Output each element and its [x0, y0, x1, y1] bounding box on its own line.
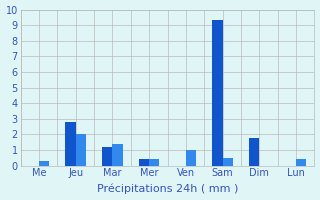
Bar: [139, 159, 149, 166]
Bar: [223, 158, 233, 166]
Bar: [296, 159, 306, 166]
Bar: [39, 161, 49, 166]
X-axis label: Précipitations 24h ( mm ): Précipitations 24h ( mm ): [97, 184, 238, 194]
Bar: [65, 122, 76, 166]
Bar: [112, 144, 123, 166]
Bar: [102, 147, 112, 166]
Bar: [186, 150, 196, 166]
Bar: [149, 159, 159, 166]
Bar: [249, 138, 259, 166]
Bar: [76, 134, 86, 166]
Bar: [212, 20, 223, 166]
